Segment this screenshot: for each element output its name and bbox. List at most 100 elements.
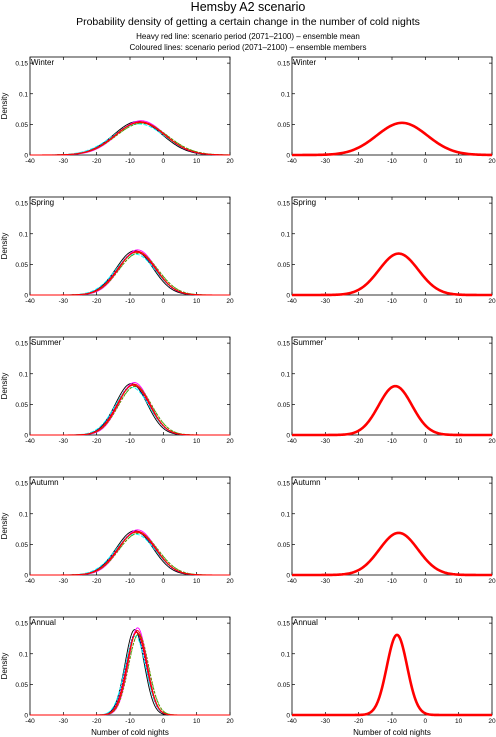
x-tick-label: 10: [193, 298, 201, 305]
x-tick-label: 0: [162, 718, 166, 725]
panel-autumn-mean: 0 0.05 0.1 0.15 -40 -30 -20 -10 0 10 20 Autumn: [277, 476, 496, 585]
y-tick-label: 0.05: [15, 542, 28, 549]
y-tick-label: 0.05: [277, 682, 290, 689]
y-tick-label: 0.15: [15, 481, 28, 488]
x-tick-label: 10: [193, 438, 201, 445]
ensemble-mean-line: [291, 531, 493, 577]
x-tick-label: 20: [226, 298, 234, 305]
x-tick-label: 20: [226, 578, 234, 585]
y-axis-label: Density: [0, 93, 9, 120]
season-label: Winter: [31, 58, 54, 67]
y-tick-label: 0.15: [277, 621, 290, 628]
x-axis-label: Number of cold nights: [353, 728, 431, 737]
y-tick-label: 0.1: [19, 91, 28, 98]
x-tick-label: 10: [455, 158, 463, 165]
panel-annual-members: 0 0.05 0.1 0.15 -40 -30 -20 -10 0 10 20 Annual Densi…: [0, 616, 234, 737]
x-tick-label: 0: [424, 438, 428, 445]
y-tick-label: 0.1: [19, 651, 28, 658]
x-tick-label: 10: [455, 578, 463, 585]
x-tick-label: 0: [424, 578, 428, 585]
x-tick-label: -30: [321, 438, 331, 445]
season-label: Summer: [31, 338, 62, 347]
x-tick-label: -20: [354, 718, 364, 725]
season-label: Autumn: [31, 478, 59, 487]
plot-frame: [29, 616, 231, 716]
y-tick-label: 0.15: [277, 61, 290, 68]
y-tick-label: 0: [286, 573, 290, 580]
panel-spring-members: 0 0.05 0.1 0.15 -40 -30 -20 -10 0 10 20 Spring Densi…: [0, 196, 234, 305]
panel-annual-mean: 0 0.05 0.1 0.15 -40 -30 -20 -10 0 10 20 Annual Numbe…: [277, 616, 496, 737]
x-tick-label: 10: [193, 578, 201, 585]
x-tick-label: -10: [125, 158, 135, 165]
ensemble-mean-note: Heavy red line: scenario period (2071–21…: [136, 32, 360, 41]
x-tick-label: -30: [59, 438, 69, 445]
y-tick-label: 0.05: [15, 262, 28, 269]
y-axis-label: Density: [0, 513, 9, 540]
y-axis-label: Density: [0, 653, 9, 680]
x-tick-label: -10: [387, 438, 397, 445]
x-tick-label: 20: [488, 298, 496, 305]
y-tick-label: 0.05: [15, 682, 28, 689]
panel-winter-members: 0 0.05 0.1 0.15 -40 -30 -20 -10 0 10 20 Winter Densi…: [0, 56, 234, 165]
panel-summer-mean: 0 0.05 0.1 0.15 -40 -30 -20 -10 0 10 20 Summer: [277, 336, 496, 445]
x-tick-label: 10: [193, 158, 201, 165]
x-tick-label: -20: [354, 438, 364, 445]
x-tick-label: -10: [125, 718, 135, 725]
x-tick-label: 10: [455, 438, 463, 445]
x-tick-label: -20: [354, 158, 364, 165]
y-tick-label: 0.1: [19, 511, 28, 518]
y-tick-label: 0.05: [277, 122, 290, 129]
season-label: Autumn: [293, 478, 321, 487]
ensemble-mean-line: [30, 631, 230, 716]
x-tick-label: -10: [387, 718, 397, 725]
x-tick-label: -30: [321, 158, 331, 165]
x-tick-label: 20: [488, 718, 496, 725]
x-tick-label: 20: [488, 578, 496, 585]
x-tick-label: -20: [354, 578, 364, 585]
y-tick-label: 0.15: [15, 341, 28, 348]
y-tick-label: 0.05: [15, 122, 28, 129]
figure-subtitle: Probability density of getting a certain…: [76, 16, 420, 28]
season-label: Spring: [31, 198, 54, 207]
ensemble-members-note: Coloured lines: scenario period (2071–21…: [129, 43, 367, 52]
ensemble-mean-line: [291, 121, 493, 157]
y-tick-label: 0: [24, 573, 28, 580]
y-tick-label: 0.15: [277, 341, 290, 348]
x-tick-label: -40: [25, 578, 35, 585]
x-tick-label: -30: [59, 578, 69, 585]
y-tick-label: 0.05: [277, 542, 290, 549]
plot-frame: [29, 196, 231, 296]
x-tick-label: -40: [287, 298, 297, 305]
season-label: Spring: [293, 198, 316, 207]
plot-frame: [291, 196, 493, 296]
x-tick-label: 20: [226, 718, 234, 725]
y-tick-label: 0.15: [15, 201, 28, 208]
x-tick-label: -40: [287, 438, 297, 445]
y-tick-label: 0.05: [15, 402, 28, 409]
y-tick-label: 0: [286, 293, 290, 300]
x-tick-label: -20: [92, 298, 102, 305]
season-label: Winter: [293, 58, 316, 67]
x-tick-label: -10: [387, 578, 397, 585]
y-tick-label: 0: [286, 713, 290, 720]
x-tick-label: 10: [193, 718, 201, 725]
x-tick-label: -20: [92, 718, 102, 725]
x-tick-label: -10: [387, 158, 397, 165]
x-tick-label: -10: [125, 438, 135, 445]
x-tick-label: 0: [424, 718, 428, 725]
y-tick-label: 0.1: [281, 231, 290, 238]
panel-summer-members: 0 0.05 0.1 0.15 -40 -30 -20 -10 0 10 20 Summer Densi…: [0, 336, 234, 445]
y-tick-label: 0: [24, 153, 28, 160]
plot-frame: [29, 56, 231, 156]
x-tick-label: -40: [25, 158, 35, 165]
x-tick-label: 20: [488, 158, 496, 165]
panel-spring-mean: 0 0.05 0.1 0.15 -40 -30 -20 -10 0 10 20 Spring: [277, 196, 496, 305]
x-tick-label: -30: [59, 158, 69, 165]
y-tick-label: 0.1: [281, 371, 290, 378]
x-tick-label: -10: [387, 298, 397, 305]
ensemble-mean-line: [30, 251, 230, 296]
x-tick-label: -30: [59, 298, 69, 305]
x-tick-label: 10: [455, 298, 463, 305]
x-tick-label: -30: [321, 298, 331, 305]
y-tick-label: 0.15: [15, 621, 28, 628]
